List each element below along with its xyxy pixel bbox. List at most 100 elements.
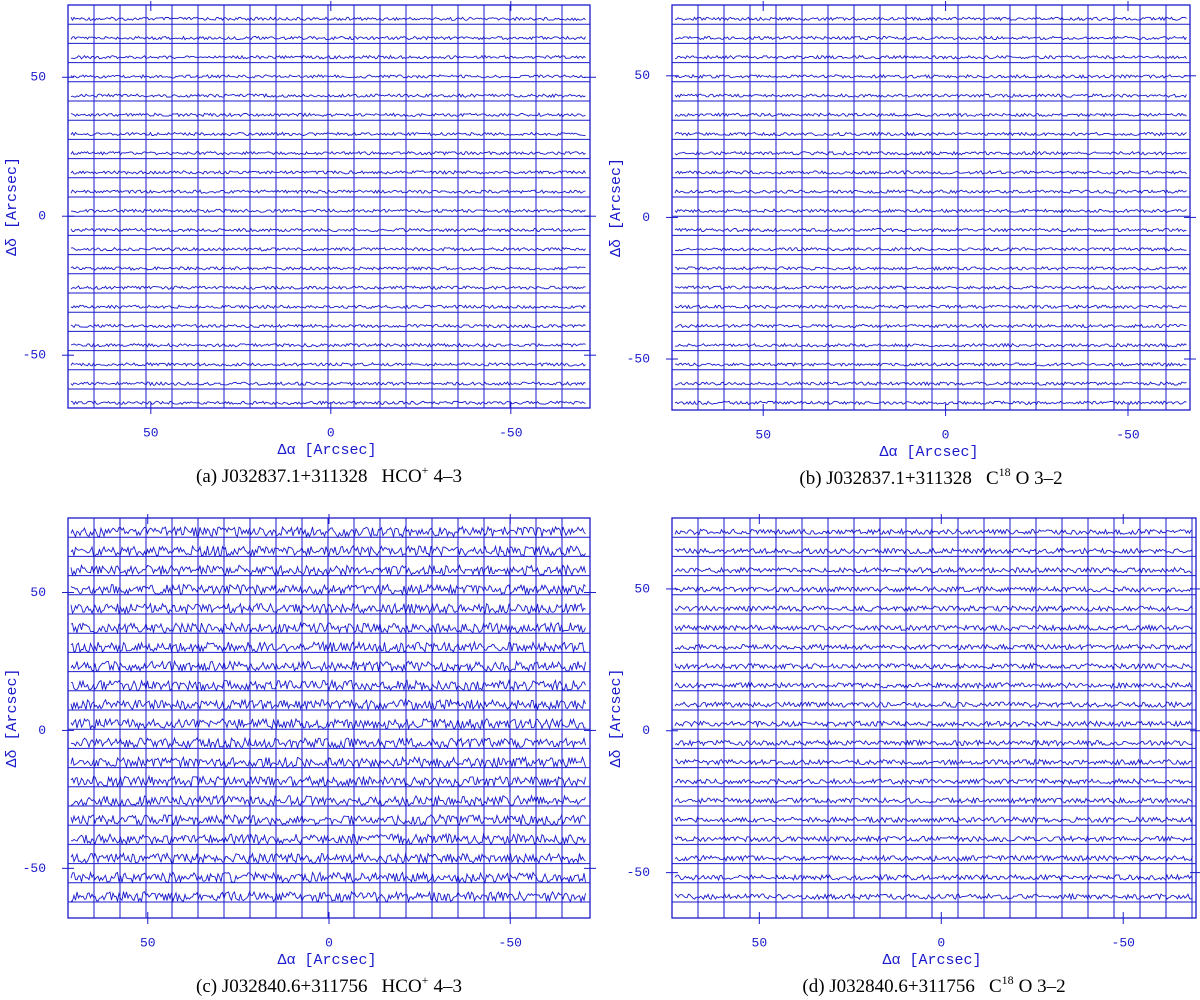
x-axis-label: Δα [Arcsec] (879, 444, 978, 461)
spectrum (674, 189, 1187, 195)
spectrum (70, 304, 586, 310)
caption-part: C (989, 976, 1002, 997)
caption: (d) J032840.6+311756 C18 O 3–2 (802, 973, 1065, 998)
x-axis-label: Δα [Arcsec] (277, 952, 376, 969)
spectrum (674, 208, 1187, 214)
x-axis-label: Δα [Arcsec] (277, 442, 376, 459)
spectrum (70, 563, 586, 577)
panel: 50 0 -50 50 0 -50 Δα [Arcsec] Δδ [Arcsec] (b) J0… (608, 1, 1196, 489)
caption-part: HCO (382, 976, 422, 997)
x-tick-label: 0 (325, 935, 333, 950)
spectrum (70, 870, 586, 884)
y-tick-label: 50 (634, 581, 650, 596)
spectrum (674, 246, 1187, 252)
spectrum (70, 227, 586, 233)
spectrum (70, 602, 586, 616)
spectrum (674, 566, 1193, 574)
spectrum (674, 35, 1187, 41)
x-tick-label: 50 (752, 935, 768, 950)
spectrum (674, 854, 1193, 863)
spectrum (70, 736, 586, 750)
spectrum (70, 659, 586, 673)
spectrum (70, 112, 586, 118)
caption-part: (a) J032837.1+311328 (196, 466, 368, 487)
spectrum (70, 813, 586, 827)
caption-part: O 3–2 (1016, 468, 1063, 489)
spectrum (70, 890, 586, 904)
caption-part: O 3–2 (1019, 976, 1066, 997)
spectrum (674, 169, 1187, 175)
spectrum (70, 342, 586, 348)
spectrum (70, 794, 586, 807)
spectrum (674, 527, 1193, 536)
spectrum (70, 678, 586, 693)
y-tick-label: 50 (30, 585, 46, 600)
spectrum (674, 892, 1193, 901)
spectrum (675, 342, 1187, 348)
x-tick-label: 50 (143, 425, 159, 440)
spectrum (674, 758, 1193, 767)
spectrum (70, 150, 586, 156)
y-tick-label: -50 (23, 348, 46, 363)
spectrum (674, 700, 1193, 709)
panel: 50 0 -50 50 0 -50 Δα [Arcsec] Δδ [Arcsec] (a) J0… (4, 1, 596, 487)
spectrum (70, 400, 586, 406)
caption-part: 4–3 (433, 976, 462, 997)
spectrum (674, 585, 1193, 594)
x-tick-label: -50 (1112, 935, 1135, 950)
spectrum (70, 621, 586, 635)
spectrum (70, 640, 586, 654)
spectrum (70, 832, 586, 846)
spectrum (70, 208, 586, 214)
y-tick-label: 0 (38, 209, 46, 224)
spectrum (674, 73, 1187, 79)
y-tick-label: -50 (627, 865, 650, 880)
y-tick-label: 50 (634, 68, 650, 83)
caption-part: HCO (382, 466, 422, 487)
panel: 50 0 -50 50 0 -50 Δα [Arcsec] Δδ [Arcsec] (d) J0… (608, 514, 1200, 997)
spectrum (70, 544, 586, 558)
spectrum (674, 362, 1187, 367)
caption-part: (d) J032840.6+311756 (802, 976, 975, 997)
spectrum (674, 738, 1193, 747)
caption: (c) J032840.6+311756 HCO+ 4–3 (196, 973, 462, 998)
spectrum (674, 796, 1193, 805)
spectrum (674, 93, 1187, 99)
spectrum (674, 777, 1193, 786)
spectrum (70, 265, 586, 271)
spectrum (674, 227, 1187, 233)
spectrum (674, 131, 1187, 137)
plot-frame (671, 4, 1191, 411)
x-tick-label: 0 (937, 935, 945, 950)
caption-part: (b) J032837.1+311328 (799, 468, 972, 489)
spectrum (70, 774, 586, 788)
y-tick-label: -50 (23, 861, 46, 876)
x-tick-label: 0 (327, 425, 335, 440)
spectrum (70, 93, 586, 99)
spectrum (674, 16, 1187, 22)
y-tick-label: 0 (642, 723, 650, 738)
spectrum (674, 150, 1187, 156)
caption-part: 4–3 (433, 466, 462, 487)
caption: (a) J032837.1+311328 HCO+ 4–3 (196, 463, 462, 488)
spectrum (674, 285, 1187, 290)
spectrum (70, 717, 586, 731)
spectrum (674, 54, 1187, 60)
spectrum (70, 131, 586, 137)
caption: (b) J032837.1+311328 C18 O 3–2 (799, 465, 1062, 490)
y-tick-label: 0 (38, 723, 46, 738)
spectrum (70, 285, 586, 291)
y-axis-label: Δδ [Arcsec] (4, 157, 21, 256)
spectrum (674, 643, 1193, 651)
plot-frame (67, 4, 591, 409)
spectrum (674, 112, 1187, 118)
spectrum (70, 323, 586, 329)
x-tick-label: -50 (499, 425, 522, 440)
caption-part: + (422, 463, 429, 477)
x-tick-label: -50 (1116, 427, 1139, 442)
spectrum (70, 362, 586, 367)
y-tick-label: 50 (30, 70, 46, 85)
spectrum (71, 54, 586, 60)
spectrum (70, 583, 586, 597)
